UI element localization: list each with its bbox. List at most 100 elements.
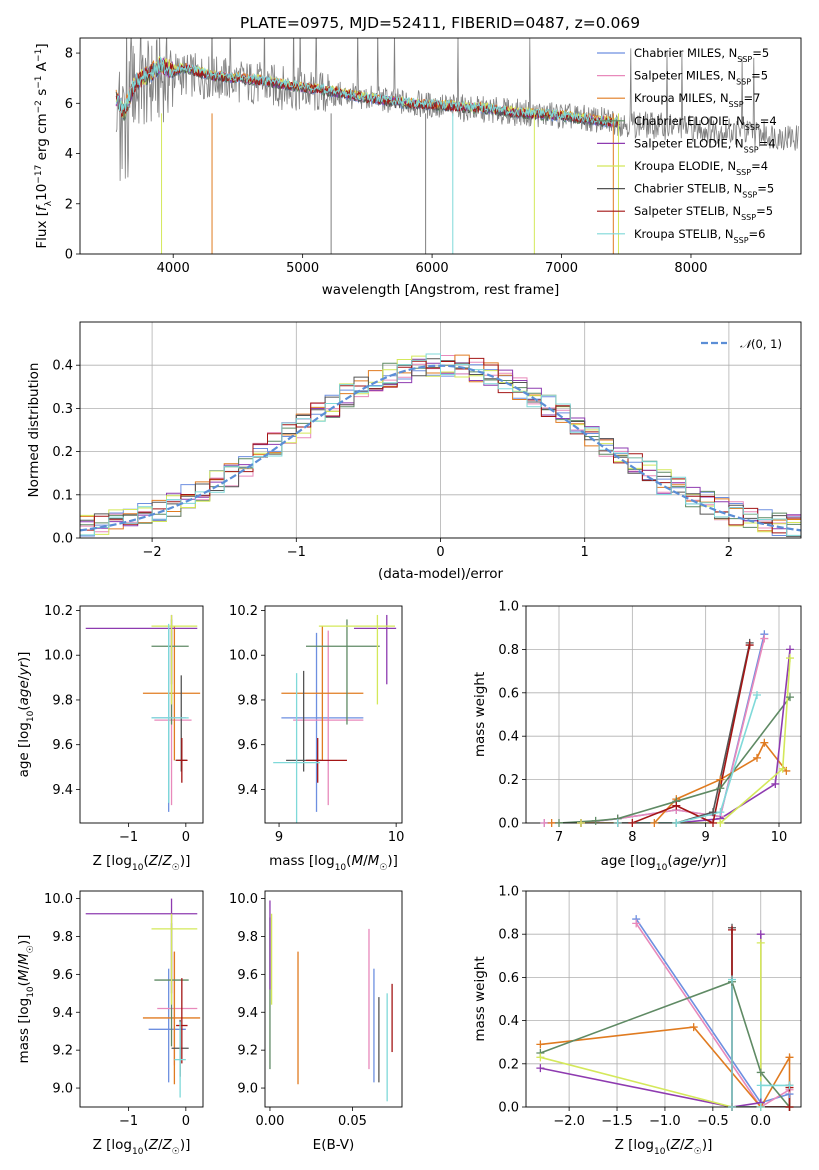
weight-marker: [760, 738, 769, 747]
y-tick-label: 0.2: [498, 1057, 519, 1072]
weight-marker: [632, 919, 641, 928]
legend-entry: Kroupa ELODIE, NSSP=4: [634, 159, 768, 177]
weight-marker: [778, 764, 787, 773]
axes-frame: [525, 605, 802, 824]
weight-marker: [672, 801, 681, 810]
y-tick-label: 9.6: [237, 968, 258, 983]
y-tick-label: 1.0: [498, 885, 519, 900]
weight-line: [581, 649, 791, 823]
x-tick-label: 8000: [674, 261, 707, 276]
x-axis-label: mass [log10(M/M☉)]: [269, 853, 398, 873]
weight-marker: [628, 819, 637, 827]
y-tick-label: 9.4: [237, 783, 258, 798]
weight-marker: [613, 819, 622, 827]
weight-marker: [536, 1040, 545, 1049]
weight-marker: [591, 816, 600, 825]
y-tick-label: 9.2: [237, 1044, 258, 1059]
weight-marker: [786, 693, 794, 702]
weight-marker: [577, 819, 585, 827]
legend-entry: Chabrier MILES, NSSP=5: [634, 46, 769, 64]
y-axis-label: age [log10(age/yr)]: [16, 652, 36, 778]
weight-marker: [716, 808, 725, 817]
x-axis-label: age [log10(age/yr)]: [601, 853, 727, 873]
y-tick-label: 0: [65, 248, 73, 263]
x-axis-label: Z [log10(Z/Z☉)]: [93, 853, 191, 873]
weight-marker: [689, 1023, 698, 1032]
axes-frame: [525, 890, 802, 1108]
weight-marker: [728, 975, 737, 984]
y-tick-label: 9.4: [52, 1006, 73, 1021]
y-tick-label: 0.4: [498, 730, 519, 745]
weight-marker: [785, 1053, 794, 1062]
legend-entry: 𝒩(0, 1): [740, 337, 782, 351]
weight-marker: [760, 634, 769, 643]
y-tick-label: 9.8: [237, 930, 258, 945]
y-tick-label: 0.6: [498, 686, 519, 701]
x-axis-label: Z [log10(Z/Z☉)]: [615, 1137, 713, 1157]
x-tick-label: 9: [275, 830, 283, 845]
axes-frame: [79, 890, 204, 1108]
x-tick-label: −2.0: [553, 1114, 585, 1129]
x-tick-label: 5000: [286, 261, 319, 276]
x-tick-label: 7: [555, 830, 563, 845]
y-tick-label: 9.8: [52, 930, 73, 945]
x-tick-label: 0: [436, 545, 444, 560]
x-axis-label: E(B-V): [313, 1137, 355, 1153]
axes-frame: [79, 37, 802, 255]
x-tick-label: −0.5: [697, 1114, 729, 1129]
y-tick-label: 9.6: [52, 968, 73, 983]
panel-ebv-mass: 0.00 0.05 9.0 9.2 9.4 9.6 9.8 10.0 E(B-V): [229, 890, 403, 1153]
y-tick-label: 2: [65, 197, 73, 212]
y-tick-label: 0.8: [498, 928, 519, 943]
weight-line: [617, 694, 758, 823]
legend-entry: Chabrier STELIB, NSSP=5: [634, 182, 774, 200]
x-tick-label: 7000: [545, 261, 578, 276]
y-tick-label: 10.2: [229, 604, 258, 619]
y-tick-label: 0.4: [52, 359, 73, 374]
y-tick-label: 0.0: [498, 817, 519, 832]
plot-area: [269, 900, 393, 1102]
y-tick-label: 9.8: [237, 693, 258, 708]
x-tick-label: 8: [628, 830, 636, 845]
plot-area: [115, 38, 799, 254]
weight-marker: [753, 753, 761, 762]
panel-age-weight: 7 8 9 10 0.0 0.2 0.4 0.6 0.8 1.0 age [log10(age/yr…: [472, 600, 802, 873]
axes-frame: [264, 605, 403, 824]
x-tick-label: −1: [119, 830, 138, 845]
panel-spectrum: 4000 5000 6000 7000 8000 0 2 4 6 8 wavelength [Ang…: [34, 37, 802, 298]
weight-marker: [785, 1081, 794, 1090]
y-tick-label: 10.2: [44, 604, 73, 619]
x-tick-label: 0.00: [255, 1114, 284, 1129]
y-tick-label: 9.6: [52, 738, 73, 753]
y-tick-label: 9.2: [52, 1044, 73, 1059]
x-tick-label: 0.05: [338, 1114, 367, 1129]
axes-frame: [79, 321, 802, 539]
y-tick-label: 0.3: [52, 402, 73, 417]
weight-marker: [536, 1064, 545, 1073]
x-tick-label: 0: [182, 1114, 190, 1129]
panel-residuals: −2 −1 0 1 2 0.0 0.1 0.2 0.3 0.4 (data-model)/error…: [26, 321, 802, 582]
x-tick-label: 0: [182, 830, 190, 845]
model-spectrum: [115, 63, 620, 128]
plot-area: [85, 898, 201, 1098]
weight-marker: [786, 654, 794, 663]
weight-marker: [786, 645, 794, 654]
panel-Z-mass: −1 0 9.0 9.2 9.4 9.6 9.8 10.0 Z [log10(Z/Z☉)] mas…: [16, 890, 204, 1157]
y-tick-label: 0.0: [498, 1101, 519, 1116]
weight-marker: [753, 690, 761, 699]
weight-marker: [555, 819, 563, 827]
y-axis-label: mass [log10(M/M☉)]: [16, 935, 36, 1064]
x-tick-label: 10: [771, 830, 788, 845]
weight-line: [540, 942, 762, 1107]
weight-line: [558, 696, 791, 823]
x-tick-label: −1.0: [649, 1114, 681, 1129]
plot-area: [526, 606, 801, 823]
weight-marker: [745, 641, 754, 650]
weight-line: [540, 1026, 791, 1107]
weight-marker: [756, 1103, 765, 1111]
weight-line: [540, 980, 791, 1107]
normal-curve: [80, 364, 801, 532]
weight-line: [581, 658, 791, 823]
legend-entry: Salpeter STELIB, NSSP=5: [634, 204, 773, 222]
